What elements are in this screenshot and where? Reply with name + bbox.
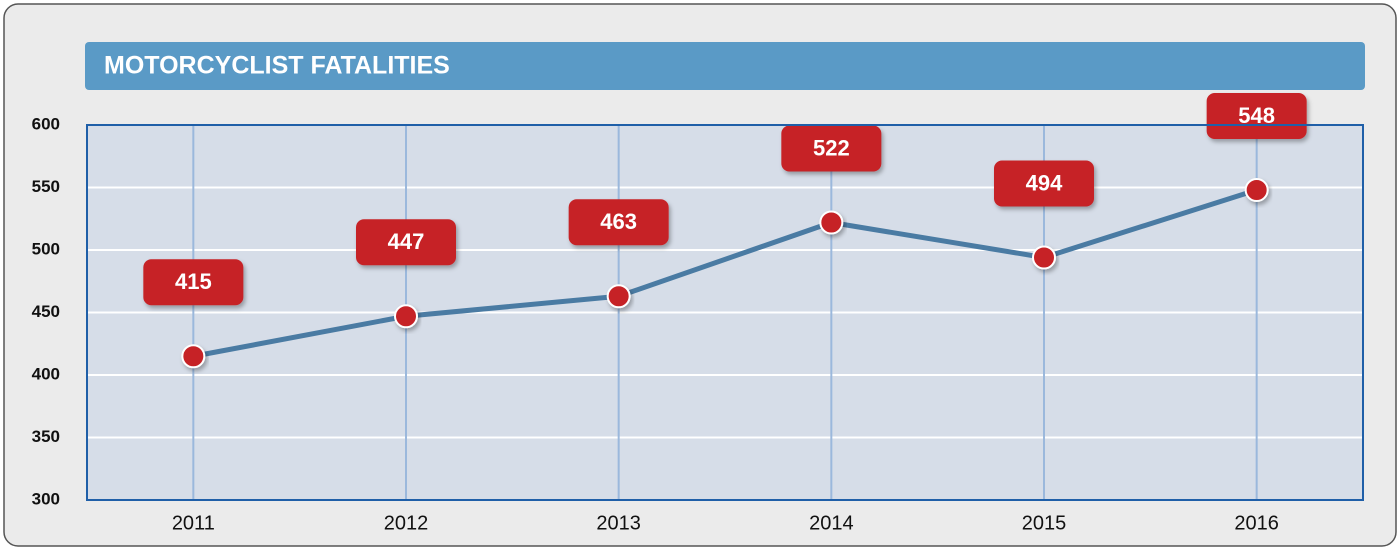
chart-title: MOTORCYCLIST FATALITIES [104,52,450,80]
y-tick-label: 500 [32,239,60,258]
line [192,187,1258,359]
marker [819,210,844,235]
plot-border [86,124,1364,501]
y-tick-label: 550 [32,177,60,196]
title-bar [85,42,1365,90]
x-tick-label: 2012 [384,512,429,534]
data-label: 463 [600,209,637,234]
x-tick-label: 2014 [809,512,854,534]
data-label: 494 [1026,170,1063,195]
x-tick-label: 2013 [596,512,641,534]
y-tick-label: 300 [32,489,60,508]
y-tick-label: 600 [32,114,60,133]
x-tick-label: 2016 [1234,512,1279,534]
marker [181,344,206,369]
data-label: 548 [1238,103,1275,128]
label-box [1206,93,1307,139]
data-label: 447 [388,229,425,254]
x-tick-label: 2011 [172,512,215,534]
label-box [781,125,882,172]
label-box [356,219,456,266]
label-box [994,160,1094,207]
label-box [143,259,244,306]
marker [1244,178,1269,202]
y-tick-label: 350 [32,427,60,446]
data-label: 522 [813,135,850,160]
y-tick-label: 400 [32,364,60,383]
label-box [568,199,669,246]
marker [1032,245,1056,270]
x-tick-label: 2015 [1022,512,1067,534]
data-label: 415 [175,269,212,294]
marker [394,304,418,329]
y-tick-label: 450 [32,302,60,321]
marker [606,284,631,309]
